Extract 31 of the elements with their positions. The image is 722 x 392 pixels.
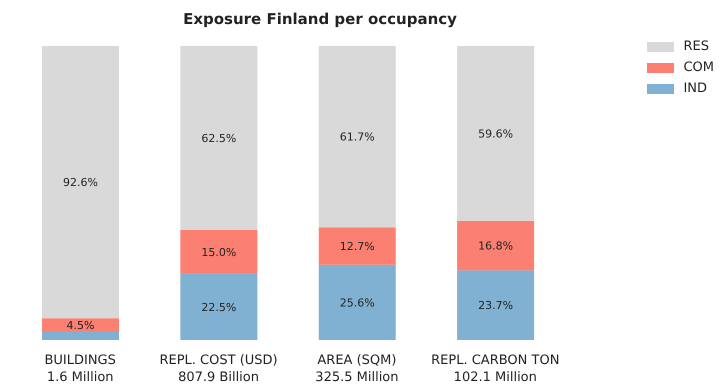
data-label: 25.6%: [340, 296, 375, 310]
legend-label: RES: [683, 39, 709, 54]
data-label: 61.7%: [340, 130, 375, 144]
x-tick-label: BUILDINGS 1.6 Million: [44, 353, 116, 385]
bar: [180, 274, 258, 340]
bar: [457, 220, 534, 270]
data-label: 59.6%: [478, 127, 514, 140]
data-label: 22.5%: [201, 300, 236, 314]
bar: [318, 227, 396, 265]
bar: [318, 264, 396, 340]
bar: [42, 318, 119, 332]
data-label: 15.0%: [201, 246, 236, 259]
legend-label: COM: [683, 60, 714, 75]
bar: [180, 46, 258, 230]
x-tick-label: REPL. CARBON TON 102.1 Million: [431, 353, 560, 385]
data-label: 4.5%: [66, 318, 94, 332]
data-label: 16.8%: [478, 240, 514, 253]
bar: [180, 230, 258, 274]
bar: [457, 270, 534, 340]
bar: [318, 46, 396, 228]
x-tick-label: AREA (SQM) 325.5 Million: [315, 353, 399, 385]
data-label: 12.7%: [340, 240, 375, 254]
x-tick-label: REPL. COST (USD) 807.9 Billion: [159, 353, 278, 385]
data-label: 92.6%: [63, 176, 98, 190]
chart-title: Exposure Finland per occupancy: [182, 10, 458, 28]
bar: [42, 46, 119, 318]
bar: [42, 331, 119, 340]
legend-label: IND: [683, 81, 708, 96]
data-label: 23.7%: [478, 299, 514, 312]
data-label: 62.5%: [201, 132, 236, 145]
bar: [457, 46, 534, 221]
